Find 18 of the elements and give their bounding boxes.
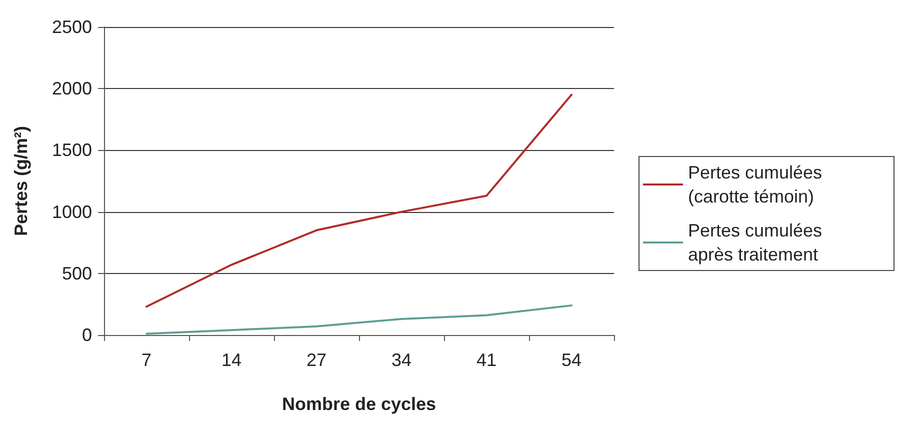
x-tick-label: 14 — [221, 350, 242, 370]
legend-label: Pertes cumulées après traitement — [688, 220, 828, 264]
line-series — [146, 94, 572, 308]
x-axis-title: Nombre de cycles — [282, 394, 436, 414]
y-tick-label: 2500 — [52, 17, 92, 37]
y-tick-label: 1500 — [52, 140, 92, 160]
x-tick-label: 54 — [561, 350, 582, 370]
x-tick-label: 34 — [391, 350, 412, 370]
x-tick-label: 7 — [141, 350, 152, 370]
x-tick-label: 41 — [476, 350, 497, 370]
y-axis-title: Pertes (g/m²) — [11, 126, 31, 236]
line-series — [146, 304, 572, 335]
y-tick-label: 2000 — [52, 78, 92, 99]
y-tick-label: 1000 — [52, 202, 92, 222]
legend-label: Pertes cumulées (carotte témoin) — [688, 162, 828, 206]
y-tick-label: 0 — [82, 325, 92, 345]
x-tick-label: 27 — [306, 350, 327, 370]
y-tick-label: 500 — [62, 263, 92, 284]
